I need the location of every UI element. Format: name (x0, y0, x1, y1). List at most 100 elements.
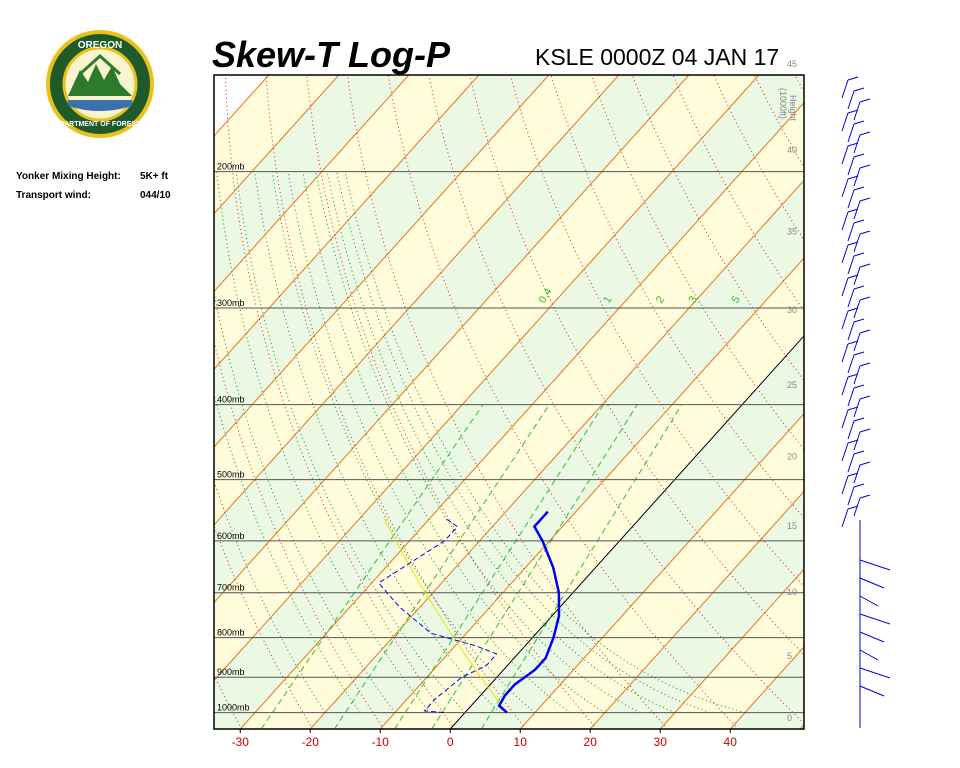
wind-barb (847, 222, 855, 242)
wind-barb-flag (847, 340, 859, 345)
moist-adiabat (214, 480, 326, 713)
mixing-height-value: 5K+ ft (140, 171, 169, 182)
chart-title: Skew-T Log-P (212, 34, 451, 75)
isotherm-line (214, 75, 340, 215)
wind-barb (841, 178, 849, 198)
transport-wind-label: Transport wind: (16, 190, 91, 201)
wind-barb-flag (859, 98, 871, 103)
wind-barb (853, 200, 861, 220)
wind-barb-flag (847, 439, 859, 444)
wind-barb (847, 486, 855, 506)
wind-barb-flag (853, 285, 865, 290)
wind-barb-flag (859, 164, 871, 169)
temperature-tick-label: 0 (447, 735, 454, 749)
wind-barb (847, 90, 855, 110)
wind-barb-flag (853, 417, 865, 422)
temperature-tick-label: 30 (654, 735, 668, 749)
pressure-label: 700mb (217, 583, 245, 593)
wind-barb (847, 123, 855, 143)
dewpoint-profile (377, 517, 498, 714)
isotherm-line (214, 75, 690, 604)
wind-barb (841, 442, 849, 462)
pressure-label: 800mb (217, 628, 245, 638)
wind-barb-flag (853, 318, 865, 323)
wind-barb (841, 145, 849, 165)
wind-barb (853, 431, 861, 451)
isotherm-line (214, 75, 550, 448)
isotherm-line (659, 568, 804, 729)
isotherm-line (214, 75, 760, 682)
temperature-tick-label: 20 (584, 735, 598, 749)
wind-barb (841, 277, 849, 297)
wind-barb (859, 649, 879, 661)
wind-barb (859, 595, 879, 607)
wind-barb (853, 299, 861, 319)
wind-barb (841, 409, 849, 429)
wind-barb-flag (859, 329, 871, 334)
wind-barb-flag (859, 494, 871, 499)
wind-barb-flag (847, 109, 859, 114)
parcel-trace (383, 517, 508, 713)
mixing-ratio-label: 2 (654, 294, 667, 305)
wind-barb-flag (853, 483, 865, 488)
wind-barb-flag (847, 307, 859, 312)
pressure-label: 1000mb (217, 703, 250, 713)
mixing-ratio-line (394, 404, 605, 729)
wind-barb (847, 321, 855, 341)
wind-barb-flag (847, 142, 859, 147)
wind-barb (853, 332, 861, 352)
wind-barb (859, 577, 885, 589)
wind-barb-flag (859, 461, 871, 466)
wind-barb-flag (847, 505, 859, 510)
height-tick-label: 5 (787, 651, 792, 661)
isotherm-line (589, 490, 804, 729)
wind-barb (841, 244, 849, 264)
wind-barb-flag (853, 186, 865, 191)
moist-adiabat (326, 171, 676, 714)
dry-adiabat (794, 75, 804, 94)
wind-barb (853, 167, 861, 187)
wind-barb (847, 354, 855, 374)
logo-emblem (46, 30, 154, 138)
mixing-ratio-line (480, 404, 683, 729)
height-tick-label: 10 (787, 587, 797, 597)
temperature-tick-label: -10 (372, 735, 390, 749)
wind-barb-flag (859, 428, 871, 433)
height-tick-label: 30 (787, 305, 797, 315)
wind-barb-flag (853, 120, 865, 125)
height-tick-label: 35 (787, 227, 797, 237)
wind-barb (847, 288, 855, 308)
isotherm-line (214, 75, 620, 526)
isotherm-line (309, 179, 804, 729)
wind-barb (841, 211, 849, 231)
wind-barb (859, 559, 891, 571)
height-axis-unit: (1000ft) (778, 88, 788, 119)
isotherm-band (870, 75, 960, 729)
temperature-tick-label: -30 (232, 735, 250, 749)
wind-barb (841, 310, 849, 330)
height-tick-label: 15 (787, 521, 797, 531)
isotherm-line (449, 335, 804, 729)
wind-barb-flag (853, 87, 865, 92)
isotherm-line (214, 75, 480, 371)
logo-ring-text: DEPARTMENT OF FORESTRY (50, 121, 150, 128)
wind-barb-flag (859, 263, 871, 268)
wind-barb (841, 475, 849, 495)
wind-barb-flag (859, 230, 871, 235)
dry-adiabat (836, 75, 960, 729)
wind-barb-flag (853, 450, 865, 455)
wind-barb-flag (847, 274, 859, 279)
temperature-tick-label: -20 (302, 735, 320, 749)
wind-barb (853, 134, 861, 154)
wind-barb (841, 508, 849, 528)
wind-barb (859, 667, 891, 679)
wind-barb-flag (859, 362, 871, 367)
wind-barb-flag (853, 153, 865, 158)
wind-barb (847, 255, 855, 275)
moist-adiabat (344, 171, 746, 714)
wind-barb-flag (847, 208, 859, 213)
logo-top-text: OREGON (78, 40, 122, 51)
wind-barb-flag (853, 219, 865, 224)
